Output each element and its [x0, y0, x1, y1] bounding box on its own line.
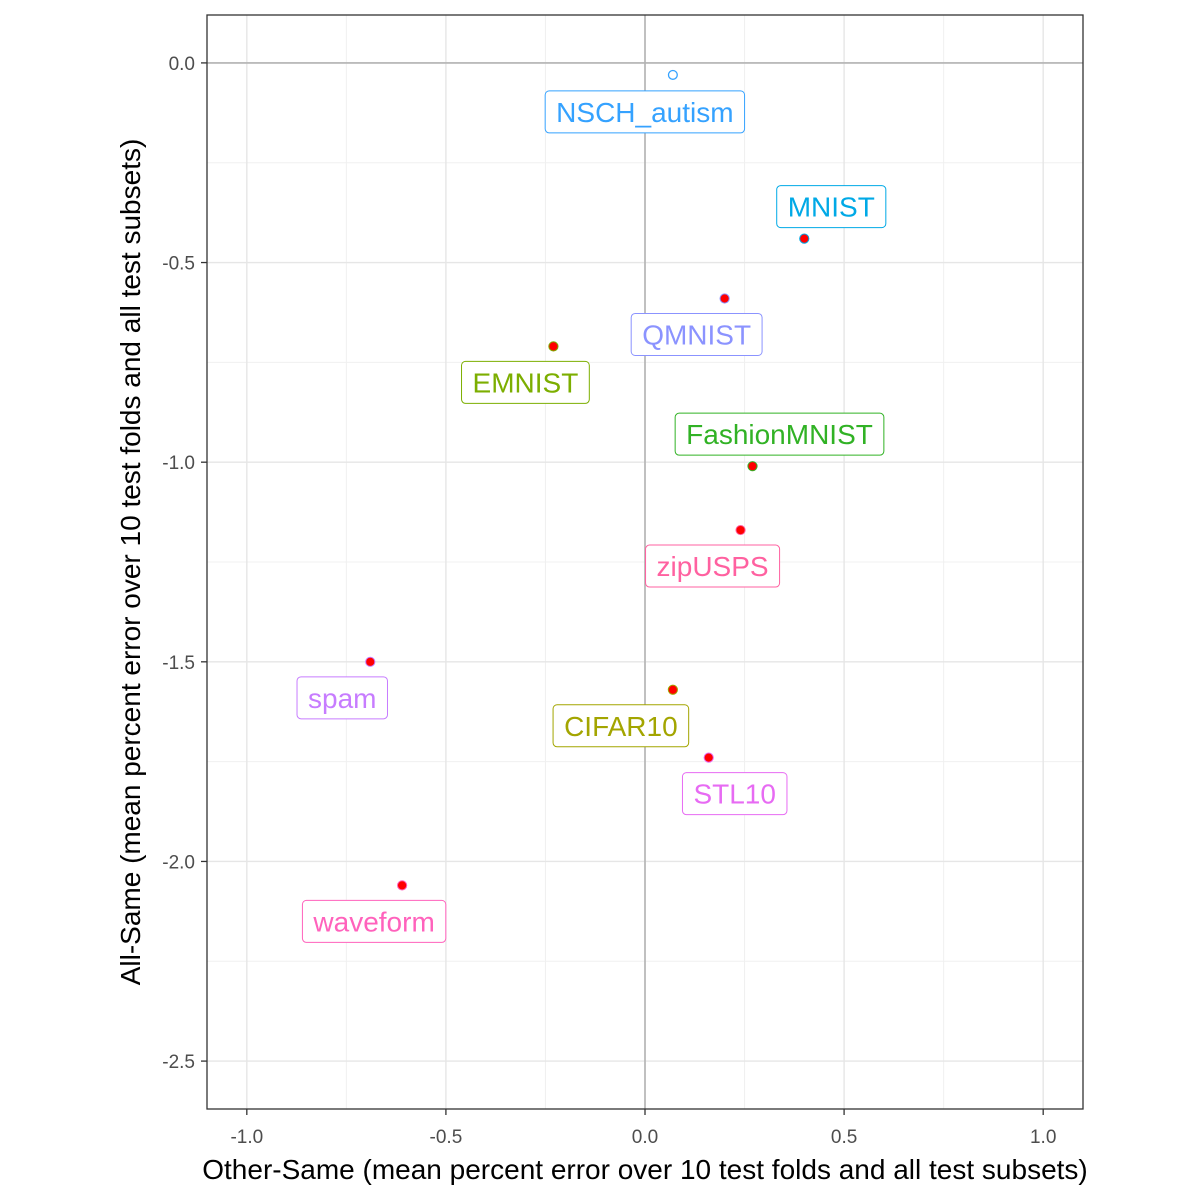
y-tick-label: -1.0	[162, 453, 195, 474]
y-tick-label: -2.5	[162, 1052, 195, 1073]
point-label: waveform	[301, 899, 447, 943]
data-point	[735, 524, 746, 536]
x-tick-label: 0.5	[831, 1127, 857, 1148]
point-label-box	[552, 704, 690, 748]
point-label-box	[645, 544, 781, 588]
point-label-text: FashionMNIST	[686, 419, 873, 450]
point-label: MNIST	[776, 185, 887, 229]
point-label-text: MNIST	[788, 192, 875, 223]
x-axis-title: Other-Same (mean percent error over 10 t…	[202, 1154, 1088, 1185]
x-tick-label: -0.5	[430, 1127, 463, 1148]
point-label: zipUSPS	[645, 544, 781, 588]
point-label: STL10	[681, 772, 788, 816]
point-label-box	[301, 899, 447, 943]
point-label-box	[674, 412, 885, 456]
data-point	[365, 656, 376, 667]
data-point	[397, 880, 408, 891]
point-label: QMNIST	[630, 312, 763, 356]
point-label-text: CIFAR10	[564, 711, 678, 742]
point-label: CIFAR10	[552, 704, 690, 748]
point-label-text: zipUSPS	[657, 551, 769, 582]
data-point	[703, 752, 714, 763]
point-labels: NSCH_autism MNIST QMNIST EMNIST FashionMNIST…	[296, 90, 887, 943]
point-label: spam	[296, 676, 388, 720]
point-label-box	[681, 772, 788, 816]
point-label-box	[461, 360, 590, 404]
point-label: EMNIST	[461, 360, 590, 404]
data-point	[667, 684, 678, 695]
data-point	[548, 341, 559, 352]
data-point	[719, 293, 730, 304]
x-tick-label: -1.0	[230, 1127, 263, 1148]
point-label-box	[544, 90, 746, 134]
point-label: NSCH_autism	[544, 90, 746, 134]
point-label-text: STL10	[693, 779, 776, 810]
data-point-hollow	[667, 69, 678, 80]
point-label-box	[776, 185, 887, 229]
point-label-text: waveform	[312, 906, 434, 937]
point-label-text: spam	[308, 683, 376, 714]
point-label-box	[630, 312, 763, 356]
y-tick-label: -1.5	[162, 653, 195, 674]
y-axis-title: All-Same (mean percent error over 10 tes…	[115, 139, 146, 986]
y-tick-label: -2.0	[162, 852, 195, 873]
y-tick-label: -0.5	[162, 254, 195, 275]
x-tick-label: 1.0	[1030, 1127, 1056, 1148]
y-tick-label: 0.0	[169, 54, 195, 75]
data-point	[747, 461, 758, 472]
point-label-text: EMNIST	[473, 367, 579, 398]
point-label-text: NSCH_autism	[556, 97, 733, 128]
data-point	[799, 233, 810, 244]
point-label-text: QMNIST	[642, 319, 751, 350]
data-points	[365, 69, 810, 891]
axes: -1.0 -0.5 0.0 0.5 1.0 0.0 -0.5 -1.0 -1.5 -2.0 -2.5	[162, 54, 1056, 1148]
x-tick-label: 0.0	[632, 1127, 658, 1148]
reference-lines	[207, 15, 1083, 1109]
point-label: FashionMNIST	[674, 412, 885, 456]
point-label-box	[296, 676, 388, 720]
